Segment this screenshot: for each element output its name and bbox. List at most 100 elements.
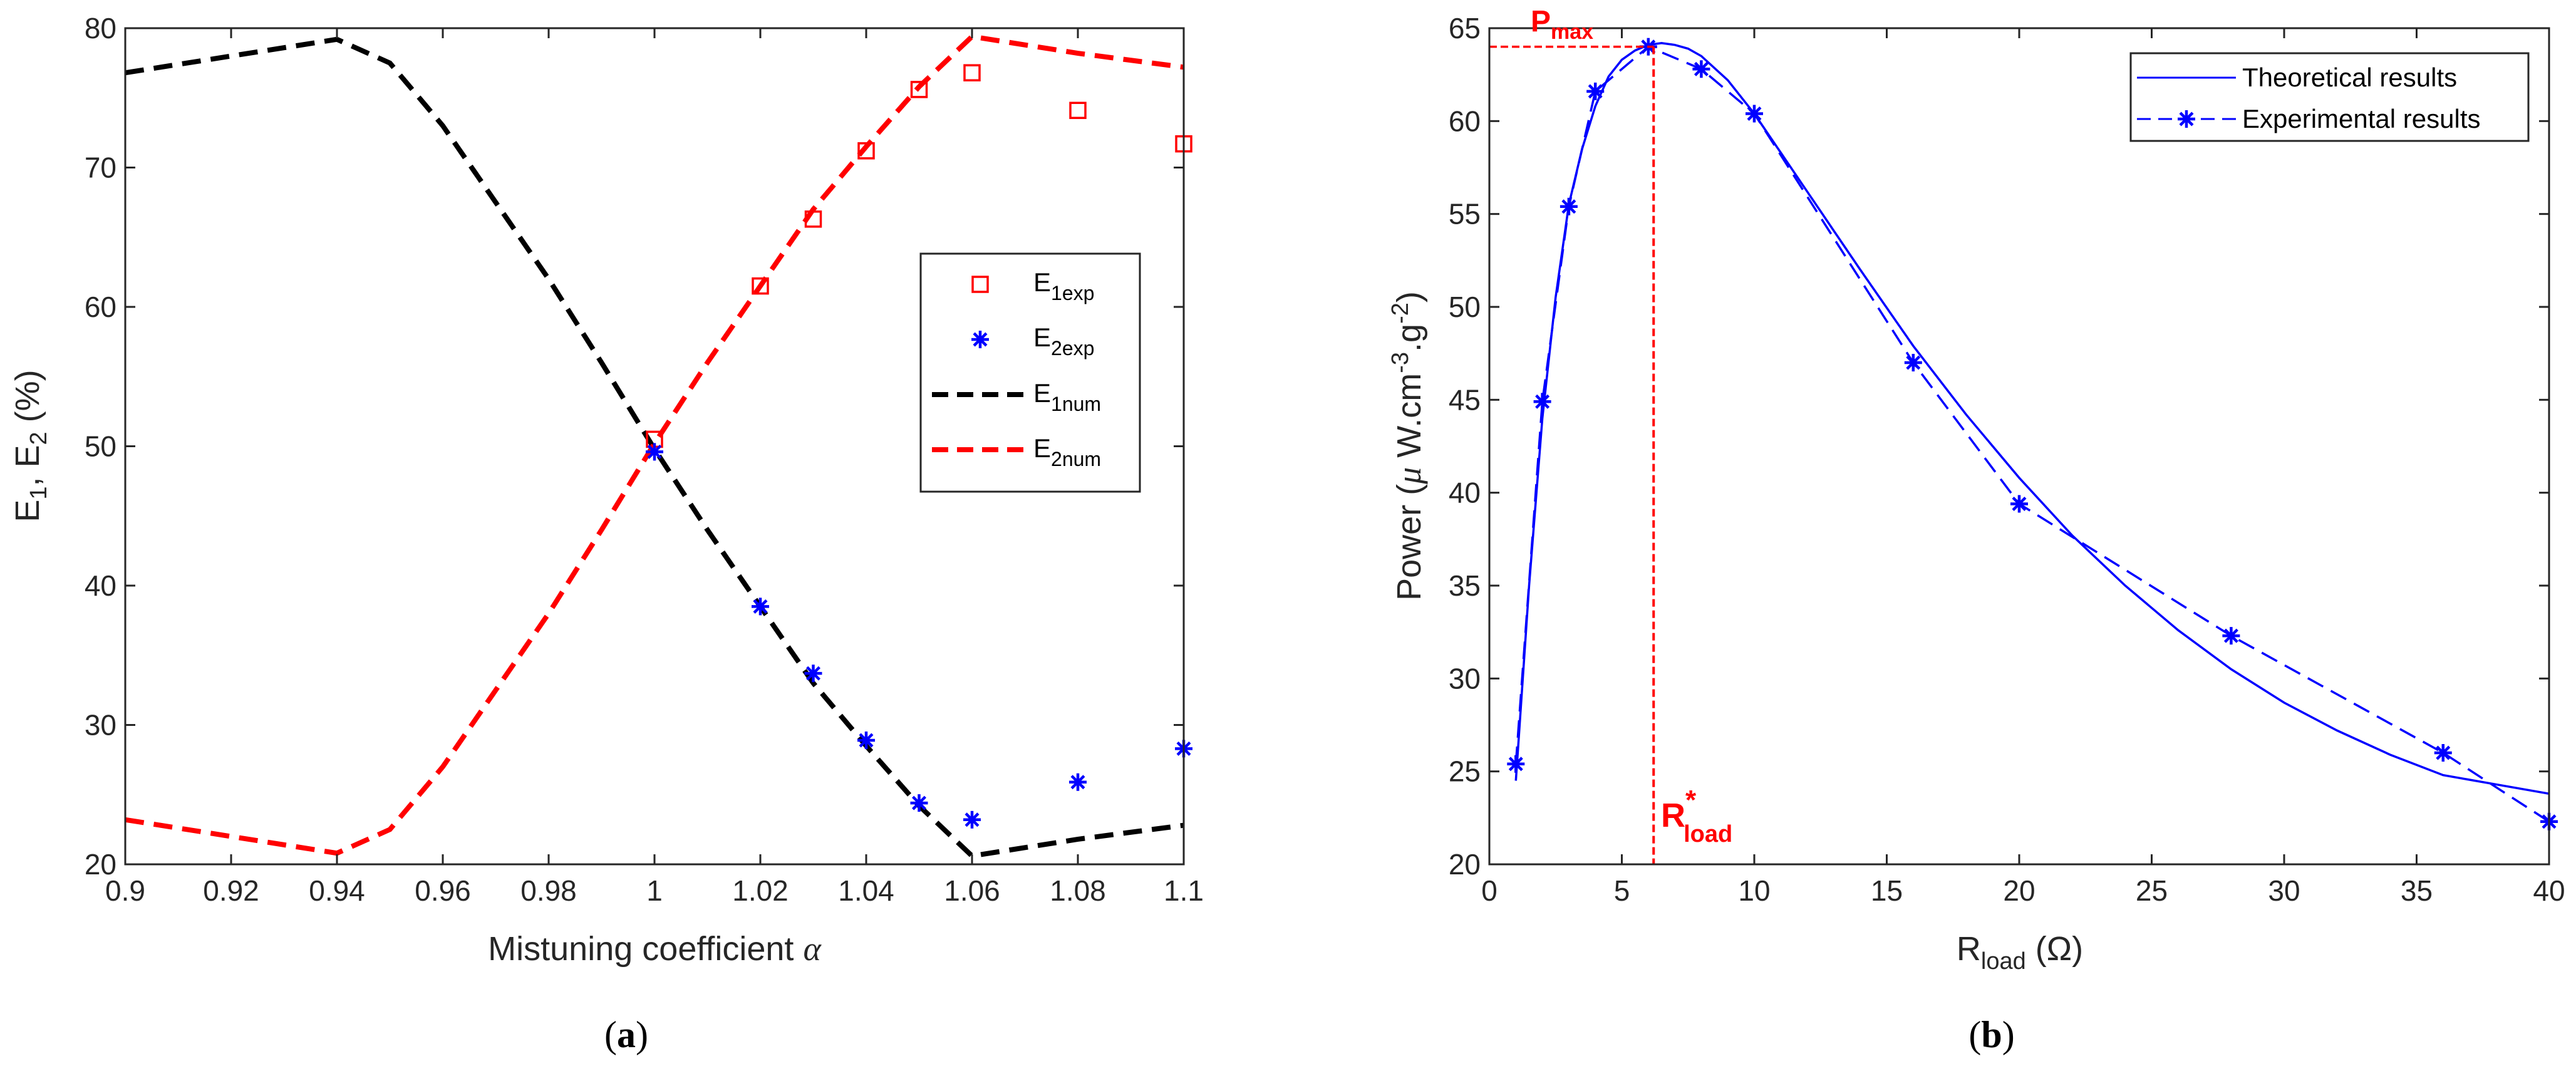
experimental-point xyxy=(1507,755,1525,773)
panel-b-ytick-label: 55 xyxy=(1449,198,1481,230)
panel-a-ytick-label: 80 xyxy=(85,12,116,44)
panel-b-ticks: 0 5 10 15 20 25 30 35 40 20 25 30 35 40 45 50 55 60 65 xyxy=(1449,12,2565,907)
panel-b-legend: Theoretical results Experimental results xyxy=(2129,52,2530,142)
panel-a-ytick-label: 60 xyxy=(85,291,116,323)
experimental-point xyxy=(1560,197,1578,215)
panel-b-axes-box xyxy=(1488,27,2550,866)
panel-b-ytick-label: 45 xyxy=(1449,383,1481,416)
panel-b-annotation-lines xyxy=(1489,45,1655,864)
panel-a-ticks: 0.9 0.92 0.94 0.96 0.98 1 1.02 1.04 1.06 1.08 1.1 2… xyxy=(85,12,1204,907)
e1exp-point xyxy=(857,142,875,160)
experimental-point xyxy=(2434,744,2452,762)
experimental-point xyxy=(1692,60,1710,78)
panel-a-ytick-label: 50 xyxy=(85,430,116,463)
panel-a-xtick-label: 0.9 xyxy=(105,874,145,907)
panel-a-legend-box xyxy=(919,252,1141,493)
panel-a-legend: E1exp E2exp E1num E2num xyxy=(919,252,1141,493)
pmax-annotation: Pmax xyxy=(1531,5,1593,44)
legend-star-a-stroke xyxy=(973,332,988,347)
panel-a-ylabel: E1, E2 (%) xyxy=(9,370,52,522)
panel-a-caption: (a) xyxy=(604,1014,648,1055)
legend-entry-e2num: E2num xyxy=(932,433,1101,470)
legend-star-b-stroke xyxy=(2179,111,2194,127)
panel-b-ylabel: Power (μ W.cm-3.g-2) xyxy=(1387,291,1428,601)
panel-b-xtick-label: 20 xyxy=(2003,874,2035,907)
panel-b-ytick-label: 65 xyxy=(1449,12,1481,44)
e2exp-point-stroke xyxy=(806,666,820,681)
panel-b-xtick-label: 25 xyxy=(2136,874,2168,907)
e1exp-point xyxy=(1069,101,1087,120)
panel-a-ytick-label: 70 xyxy=(85,152,116,184)
panel-b-ytick-label: 30 xyxy=(1449,662,1481,695)
experimental-point-stroke xyxy=(1747,106,1762,121)
e2exp-point-stroke xyxy=(965,812,980,827)
panel-a-xtick-label: 1.1 xyxy=(1164,874,1204,907)
legend-entry-e2exp: E2exp xyxy=(971,323,1094,360)
panel-a-xtick-label: 0.92 xyxy=(203,874,259,907)
rload-annotation: R* load xyxy=(1661,785,1732,847)
panel-b-xtick-label: 15 xyxy=(1871,874,1903,907)
series-theoretical-line xyxy=(1514,41,2550,795)
legend-entry-experimental: Experimental results xyxy=(2137,104,2480,133)
panel-a: 0.9 0.92 0.94 0.96 0.98 1 1.02 1.04 1.06 1.08 1.1 2… xyxy=(9,12,1204,1055)
legend-entry-theoretical: Theoretical results xyxy=(2137,63,2457,92)
legend-entry-e1num: E1num xyxy=(932,378,1101,415)
e2exp-point xyxy=(804,665,822,683)
e2exp-point xyxy=(910,794,928,812)
e2exp-point xyxy=(1069,773,1087,791)
legend-label-e1num: E1num xyxy=(1033,378,1101,415)
experimental-point xyxy=(1746,105,1763,123)
panel-b-xtick-label: 5 xyxy=(1614,874,1630,907)
experimental-point xyxy=(1533,393,1551,411)
panel-a-xtick-label: 1.02 xyxy=(732,874,789,907)
experimental-point-stroke xyxy=(1508,757,1523,772)
e1exp-point xyxy=(804,210,822,228)
panel-b-legend-box xyxy=(2129,52,2530,142)
experimental-point-stroke xyxy=(1906,355,1921,370)
panel-b-caption: (b) xyxy=(1968,1014,2014,1055)
legend-label-theoretical: Theoretical results xyxy=(2242,63,2457,92)
panel-b-ytick-label: 50 xyxy=(1449,291,1481,323)
panel-b-xtick-label: 35 xyxy=(2401,874,2433,907)
panel-a-xtick-label: 1 xyxy=(646,874,663,907)
e2exp-point xyxy=(857,731,875,749)
experimental-point-stroke xyxy=(1694,61,1709,76)
legend-marker-square xyxy=(971,276,989,293)
experimental-point-stroke xyxy=(1561,199,1576,214)
panel-b-ytick-label: 40 xyxy=(1449,477,1481,509)
panel-a-xtick-label: 1.04 xyxy=(838,874,894,907)
series-e2num-line xyxy=(125,34,1184,856)
panel-b-series xyxy=(1507,38,2558,830)
panel-b-xtick-label: 30 xyxy=(2268,874,2300,907)
e1exp-point xyxy=(752,277,769,295)
panel-b-ytick-label: 20 xyxy=(1449,848,1481,881)
e2exp-point-stroke xyxy=(912,795,926,810)
experimental-point-stroke xyxy=(1588,84,1603,99)
experimental-point-stroke xyxy=(2436,745,2451,760)
legend-star-a xyxy=(971,331,989,348)
experimental-point xyxy=(1586,82,1605,100)
legend-marker-star xyxy=(971,331,989,348)
e2exp-point-stroke xyxy=(647,444,662,459)
panel-b-xtick-label: 40 xyxy=(2533,874,2565,907)
panel-b-xlabel: Rload (Ω) xyxy=(1957,930,2083,975)
experimental-point-stroke xyxy=(2223,628,2238,643)
legend-label-e2num: E2num xyxy=(1033,433,1101,470)
experimental-point-stroke xyxy=(2012,496,2027,511)
legend-marker-star xyxy=(2178,110,2195,128)
panel-a-xtick-label: 0.94 xyxy=(309,874,365,907)
panel-b-ytick-label: 60 xyxy=(1449,105,1481,137)
panel-a-ytick-label: 30 xyxy=(85,709,116,742)
series-e1num-line xyxy=(125,36,1184,859)
series-experimental-line xyxy=(1514,45,2550,823)
e2exp-point xyxy=(963,810,981,829)
panel-b-ytick-label: 35 xyxy=(1449,569,1481,602)
e2exp-point-stroke xyxy=(753,599,768,614)
panel-b-xtick-label: 10 xyxy=(1738,874,1770,907)
panel-a-xtick-label: 1.06 xyxy=(944,874,1000,907)
panel-a-xtick-label: 1.08 xyxy=(1050,874,1106,907)
legend-entry-e1exp: E1exp xyxy=(971,267,1094,304)
e1exp-point xyxy=(963,64,981,81)
panel-a-xtick-label: 0.96 xyxy=(415,874,471,907)
e2exp-point-stroke xyxy=(1070,775,1085,790)
